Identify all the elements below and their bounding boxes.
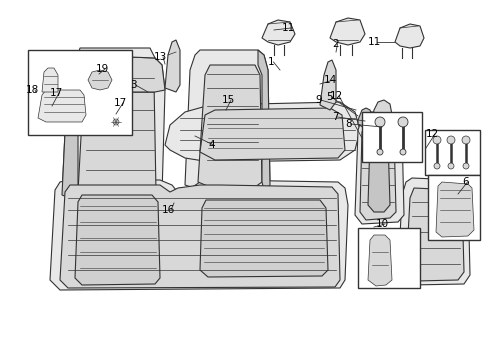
Text: 14: 14 — [324, 75, 337, 85]
Circle shape — [399, 149, 405, 155]
Polygon shape — [184, 50, 269, 190]
Bar — [361, 112, 421, 162]
Text: 4: 4 — [207, 140, 214, 150]
Polygon shape — [200, 200, 327, 277]
Polygon shape — [329, 18, 364, 45]
Polygon shape — [357, 108, 372, 128]
Polygon shape — [198, 65, 262, 187]
Circle shape — [432, 136, 440, 144]
Text: 3: 3 — [130, 80, 136, 90]
Circle shape — [446, 136, 454, 144]
Polygon shape — [394, 24, 423, 48]
Text: 17: 17 — [50, 88, 63, 98]
Circle shape — [461, 136, 469, 144]
Circle shape — [447, 163, 453, 169]
Text: 15: 15 — [222, 95, 235, 105]
Polygon shape — [367, 235, 391, 286]
Text: 18: 18 — [26, 85, 39, 95]
Polygon shape — [262, 20, 294, 45]
Text: 19: 19 — [96, 64, 109, 74]
Text: 2: 2 — [331, 39, 338, 49]
Circle shape — [49, 109, 55, 115]
Polygon shape — [78, 48, 155, 58]
Polygon shape — [60, 185, 339, 288]
Circle shape — [110, 116, 122, 128]
Polygon shape — [78, 70, 156, 197]
Polygon shape — [385, 117, 396, 135]
Polygon shape — [258, 50, 269, 190]
Circle shape — [46, 106, 58, 118]
Circle shape — [462, 163, 468, 169]
Polygon shape — [435, 182, 473, 237]
Polygon shape — [367, 132, 389, 212]
Polygon shape — [75, 195, 160, 285]
Polygon shape — [42, 68, 58, 92]
Polygon shape — [200, 108, 345, 160]
Circle shape — [397, 117, 407, 127]
Polygon shape — [405, 188, 463, 281]
Text: 11: 11 — [282, 23, 295, 33]
Polygon shape — [164, 40, 180, 92]
Text: 16: 16 — [162, 205, 175, 215]
Polygon shape — [38, 90, 86, 122]
Bar — [357, 228, 419, 288]
Text: 10: 10 — [375, 219, 388, 229]
Circle shape — [113, 119, 119, 125]
Text: 13: 13 — [154, 52, 167, 62]
Polygon shape — [164, 102, 359, 162]
Text: 17: 17 — [114, 98, 127, 108]
Text: 8: 8 — [345, 119, 351, 129]
Polygon shape — [397, 178, 469, 285]
Polygon shape — [50, 180, 347, 290]
Polygon shape — [62, 55, 78, 200]
Polygon shape — [319, 60, 335, 110]
Text: 5: 5 — [325, 92, 332, 102]
Bar — [424, 130, 479, 175]
Polygon shape — [373, 114, 384, 132]
Polygon shape — [369, 100, 392, 138]
Text: 12: 12 — [329, 91, 343, 101]
Text: 11: 11 — [367, 37, 381, 47]
Polygon shape — [354, 112, 403, 224]
Circle shape — [433, 163, 439, 169]
Circle shape — [374, 117, 384, 127]
Polygon shape — [68, 55, 164, 92]
Polygon shape — [359, 122, 395, 220]
Text: 7: 7 — [331, 112, 338, 122]
Bar — [28, 50, 132, 135]
Bar — [427, 175, 479, 240]
Polygon shape — [62, 55, 164, 200]
Text: 6: 6 — [461, 177, 468, 187]
Circle shape — [376, 149, 382, 155]
Text: 9: 9 — [314, 95, 321, 105]
Polygon shape — [88, 70, 112, 90]
Text: 1: 1 — [267, 57, 274, 67]
Text: 12: 12 — [425, 129, 438, 139]
